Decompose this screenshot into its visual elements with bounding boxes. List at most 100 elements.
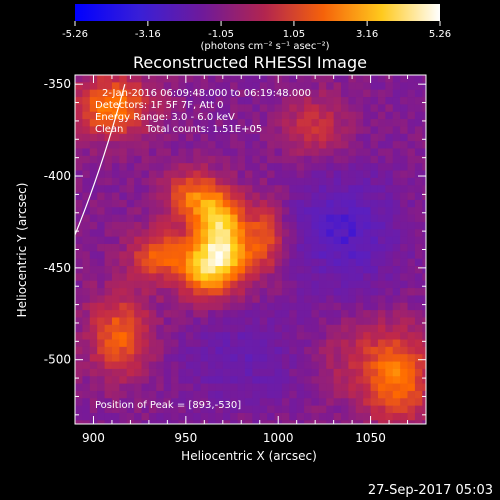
heatmap-cell bbox=[126, 163, 135, 171]
heatmap-cell bbox=[126, 368, 135, 377]
heatmap-cell bbox=[104, 332, 113, 340]
heatmap-cell bbox=[111, 288, 120, 296]
heatmap-cell bbox=[281, 155, 290, 164]
heatmap-cell bbox=[370, 361, 379, 370]
heatmap-cell bbox=[326, 82, 335, 91]
heatmap-cell bbox=[355, 214, 364, 223]
heatmap-cell bbox=[148, 295, 157, 304]
heatmap-cell bbox=[355, 339, 364, 348]
heatmap-cell bbox=[82, 148, 91, 157]
heatmap-cell bbox=[208, 214, 216, 223]
heatmap-cell bbox=[163, 288, 172, 296]
heatmap-cell bbox=[244, 302, 253, 311]
heatmap-cell bbox=[363, 310, 371, 318]
heatmap-cell bbox=[326, 302, 335, 311]
heatmap-cell bbox=[363, 89, 371, 98]
heatmap-cell bbox=[267, 280, 275, 289]
heatmap-cell bbox=[289, 354, 298, 362]
heatmap-cell bbox=[377, 229, 386, 238]
heatmap-cell bbox=[171, 251, 179, 260]
heatmap-cell bbox=[304, 141, 312, 149]
heatmap-cell bbox=[200, 119, 209, 127]
heatmap-cell bbox=[178, 390, 187, 399]
heatmap-cell bbox=[355, 75, 364, 83]
heatmap-cell bbox=[259, 251, 268, 260]
heatmap-cell bbox=[333, 266, 342, 274]
heatmap-cell bbox=[89, 273, 98, 282]
heatmap-cell bbox=[89, 155, 98, 164]
heatmap-cell bbox=[126, 302, 135, 311]
heatmap-cell bbox=[326, 324, 335, 333]
heatmap-cell bbox=[111, 170, 120, 179]
heatmap-cell bbox=[75, 310, 83, 318]
heatmap-cell bbox=[385, 141, 394, 149]
heatmap-cell bbox=[104, 207, 113, 215]
heatmap-cell bbox=[355, 199, 364, 208]
heatmap-cell bbox=[119, 177, 128, 186]
heatmap-cell bbox=[422, 133, 426, 142]
heatmap-cell bbox=[163, 126, 172, 135]
heatmap-cell bbox=[318, 332, 327, 340]
heatmap-cell bbox=[82, 221, 91, 230]
heatmap-cell bbox=[178, 368, 187, 377]
heatmap-cell bbox=[193, 310, 202, 318]
heatmap-cell bbox=[82, 236, 91, 245]
heatmap-cell bbox=[200, 390, 209, 399]
heatmap-cell bbox=[244, 405, 253, 414]
heatmap-cell bbox=[400, 133, 408, 142]
heatmap-cell bbox=[414, 133, 423, 142]
heatmap-cell bbox=[222, 368, 231, 377]
heatmap-cell bbox=[259, 310, 268, 318]
heatmap-cell bbox=[89, 207, 98, 215]
heatmap-cell bbox=[252, 111, 261, 120]
heatmap-cell bbox=[318, 390, 327, 399]
heatmap-cell bbox=[119, 221, 128, 230]
heatmap-cell bbox=[392, 89, 401, 98]
heatmap-cell bbox=[311, 185, 320, 193]
heatmap-cell bbox=[215, 104, 224, 113]
heatmap-cell bbox=[89, 192, 98, 201]
heatmap-cell bbox=[341, 339, 349, 348]
heatmap-cell bbox=[75, 383, 83, 392]
heatmap-cell bbox=[355, 163, 364, 171]
heatmap-cell bbox=[237, 243, 246, 252]
heatmap-cell bbox=[370, 310, 379, 318]
heatmap-cell bbox=[104, 317, 113, 326]
heatmap-cell bbox=[156, 383, 165, 392]
heatmap-cell bbox=[289, 141, 298, 149]
heatmap-cell bbox=[341, 405, 349, 414]
heatmap-cell bbox=[119, 97, 128, 105]
heatmap-cell bbox=[134, 266, 142, 274]
heatmap-cell bbox=[82, 111, 91, 120]
heatmap-cell bbox=[111, 295, 120, 304]
heatmap-cell bbox=[185, 97, 194, 105]
heatmap-cell bbox=[244, 310, 253, 318]
heatmap-cell bbox=[318, 317, 327, 326]
heatmap-cell bbox=[355, 361, 364, 370]
heatmap-cell bbox=[237, 398, 246, 407]
heatmap-cell bbox=[193, 317, 202, 326]
heatmap-cell bbox=[333, 126, 342, 135]
heatmap-cell bbox=[119, 141, 128, 149]
heatmap-cell bbox=[148, 126, 157, 135]
heatmap-cell bbox=[311, 302, 320, 311]
heatmap-cell bbox=[156, 317, 165, 326]
heatmap-cell bbox=[259, 398, 268, 407]
heatmap-cell bbox=[171, 82, 179, 91]
heatmap-cell bbox=[237, 310, 246, 318]
heatmap-cell bbox=[400, 89, 408, 98]
heatmap-cell bbox=[407, 236, 416, 245]
heatmap-cell bbox=[134, 155, 142, 164]
heatmap-cell bbox=[215, 251, 224, 260]
heatmap-cell bbox=[97, 354, 105, 362]
heatmap-cell bbox=[75, 155, 83, 164]
heatmap-cell bbox=[171, 295, 179, 304]
heatmap-cell bbox=[97, 405, 105, 414]
heatmap-cell bbox=[385, 383, 394, 392]
heatmap-cell bbox=[274, 214, 283, 223]
heatmap-cell bbox=[208, 170, 216, 179]
heatmap-cell bbox=[326, 376, 335, 384]
heatmap-cell bbox=[244, 177, 253, 186]
heatmap-cell bbox=[134, 317, 142, 326]
heatmap-cell bbox=[333, 383, 342, 392]
